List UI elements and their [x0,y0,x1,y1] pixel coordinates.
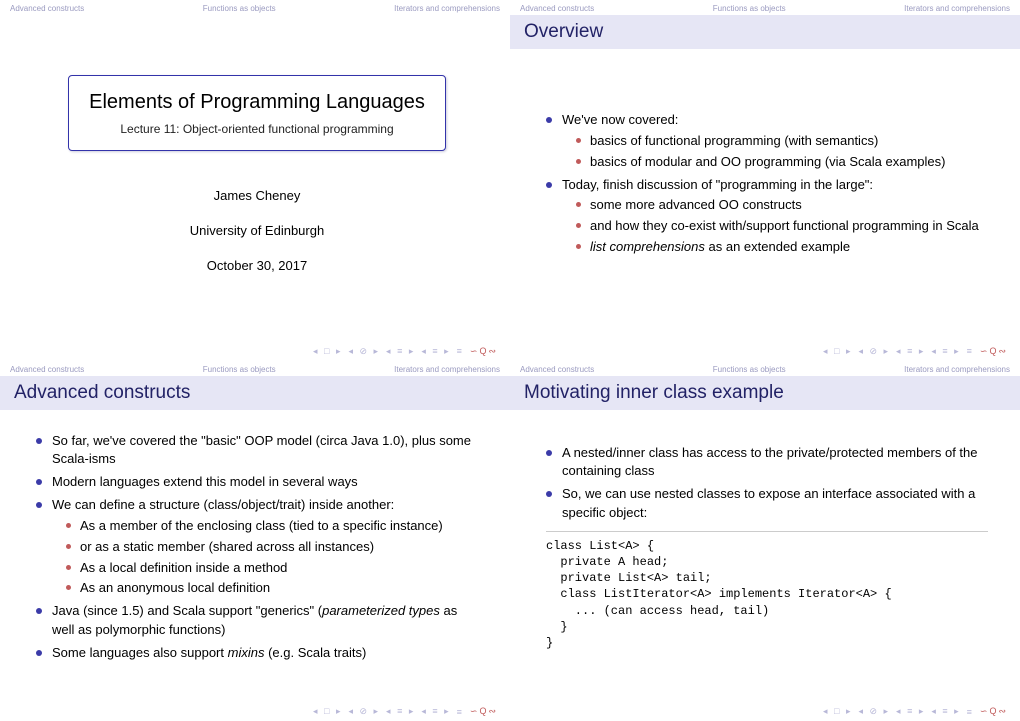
top-nav: Advanced constructs Functions as objects… [510,0,1020,15]
nav-back-icon[interactable]: ◂ □ ▸ [313,346,342,357]
slide-title: Advanced constructs Functions as objects… [0,0,510,361]
sub-bullet-item: As a local definition inside a method [66,559,478,578]
nav-item[interactable]: Functions as objects [713,365,786,374]
emphasis: mixins [228,645,265,660]
nav-goto-icon[interactable]: ≡ [967,707,974,717]
slide-grid: Advanced constructs Functions as objects… [0,0,1020,721]
bullet-item: Modern languages extend this model in se… [36,473,478,492]
nav-back-icon[interactable]: ◂ □ ▸ [313,706,342,717]
emphasis: list comprehensions [590,239,705,254]
nav-section-icon[interactable]: ◂ ⊘ ▸ [348,706,380,717]
nav-sub-icon[interactable]: ◂ ≡ ▸ [386,706,415,717]
bullet-text: Some languages also support [52,645,228,660]
slide-body: A nested/inner class has access to the p… [510,410,1020,721]
top-nav: Advanced constructs Functions as objects… [0,0,510,15]
bullet-item: Today, finish discussion of "programming… [546,176,988,257]
sub-bullet-item: basics of functional programming (with s… [576,132,988,151]
nav-goto-icon[interactable]: ≡ [457,346,464,356]
footer-nav: ◂ □ ▸ ◂ ⊘ ▸ ◂ ≡ ▸ ◂ ≡ ▸ ≡ ∽Q∾ [313,706,498,717]
bullet-text: Java (since 1.5) and Scala support "gene… [52,603,322,618]
emphasis: parameterized types [322,603,440,618]
nav-goto-icon[interactable]: ≡ [967,346,974,356]
nav-item[interactable]: Advanced constructs [520,4,594,13]
bullet-text: (e.g. Scala traits) [264,645,366,660]
sub-bullet-item: and how they co-exist with/support funct… [576,217,988,236]
nav-search-icon[interactable]: ∽Q∾ [470,346,498,357]
nav-section-icon[interactable]: ◂ ⊘ ▸ [858,346,890,357]
bullet-item: We've now covered: basics of functional … [546,111,988,172]
nav-back-icon[interactable]: ◂ □ ▸ [823,346,852,357]
nav-frame-icon[interactable]: ◂ ≡ ▸ [421,346,450,357]
nav-item[interactable]: Functions as objects [713,4,786,13]
footer-nav: ◂ □ ▸ ◂ ⊘ ▸ ◂ ≡ ▸ ◂ ≡ ▸ ≡ ∽Q∾ [823,706,1008,717]
nav-item[interactable]: Iterators and comprehensions [904,4,1010,13]
slide-advanced: Advanced constructs Functions as objects… [0,361,510,721]
top-nav: Advanced constructs Functions as objects… [510,361,1020,376]
bullet-item: So, we can use nested classes to expose … [546,485,988,523]
slide-title-bar: Advanced constructs [0,376,510,410]
sub-bullet-item: list comprehensions as an extended examp… [576,238,988,257]
bullet-item: Some languages also support mixins (e.g.… [36,644,478,663]
nav-item[interactable]: Advanced constructs [10,4,84,13]
slide-title-bar: Motivating inner class example [510,376,1020,410]
sub-bullet-item: As a member of the enclosing class (tied… [66,517,478,536]
slide-title-bar: Overview [510,15,1020,49]
slide-body: So far, we've covered the "basic" OOP mo… [0,410,510,721]
nav-search-icon[interactable]: ∽Q∾ [470,706,498,717]
nav-search-icon[interactable]: ∽Q∾ [980,346,1008,357]
nav-item[interactable]: Advanced constructs [10,365,84,374]
sub-bullet-item: some more advanced OO constructs [576,196,988,215]
main-title: Elements of Programming Languages [89,88,425,117]
bullet-item: A nested/inner class has access to the p… [546,444,988,482]
institution: University of Edinburgh [190,222,324,241]
nav-item[interactable]: Iterators and comprehensions [394,4,500,13]
top-nav: Advanced constructs Functions as objects… [0,361,510,376]
nav-frame-icon[interactable]: ◂ ≡ ▸ [421,706,450,717]
nav-search-icon[interactable]: ∽Q∾ [980,706,1008,717]
sub-bullet-item: As an anonymous local definition [66,579,478,598]
subtitle: Lecture 11: Object-oriented functional p… [89,121,425,138]
bullet-item: Java (since 1.5) and Scala support "gene… [36,602,478,640]
nav-item[interactable]: Functions as objects [203,4,276,13]
nav-sub-icon[interactable]: ◂ ≡ ▸ [896,706,925,717]
date: October 30, 2017 [207,257,307,276]
nav-item[interactable]: Iterators and comprehensions [394,365,500,374]
code-block: class List<A> { private A head; private … [546,531,988,651]
title-box: Elements of Programming Languages Lectur… [68,75,446,151]
footer-nav: ◂ □ ▸ ◂ ⊘ ▸ ◂ ≡ ▸ ◂ ≡ ▸ ≡ ∽Q∾ [823,346,1008,357]
bullet-text: as an extended example [705,239,850,254]
nav-item[interactable]: Functions as objects [203,365,276,374]
nav-goto-icon[interactable]: ≡ [457,707,464,717]
bullet-text: We can define a structure (class/object/… [52,497,394,512]
nav-item[interactable]: Iterators and comprehensions [904,365,1010,374]
nav-frame-icon[interactable]: ◂ ≡ ▸ [931,346,960,357]
sub-bullet-item: basics of modular and OO programming (vi… [576,153,988,172]
nav-section-icon[interactable]: ◂ ⊘ ▸ [858,706,890,717]
bullet-item: We can define a structure (class/object/… [36,496,478,598]
bullet-text: Today, finish discussion of "programming… [562,177,873,192]
nav-sub-icon[interactable]: ◂ ≡ ▸ [386,346,415,357]
title-body: Elements of Programming Languages Lectur… [0,15,510,361]
author: James Cheney [214,187,301,206]
nav-frame-icon[interactable]: ◂ ≡ ▸ [931,706,960,717]
nav-sub-icon[interactable]: ◂ ≡ ▸ [896,346,925,357]
sub-bullet-item: or as a static member (shared across all… [66,538,478,557]
footer-nav: ◂ □ ▸ ◂ ⊘ ▸ ◂ ≡ ▸ ◂ ≡ ▸ ≡ ∽Q∾ [313,346,498,357]
bullet-item: So far, we've covered the "basic" OOP mo… [36,432,478,470]
slide-body: We've now covered: basics of functional … [510,49,1020,361]
nav-back-icon[interactable]: ◂ □ ▸ [823,706,852,717]
bullet-text: We've now covered: [562,112,678,127]
nav-item[interactable]: Advanced constructs [520,365,594,374]
slide-inner-class: Advanced constructs Functions as objects… [510,361,1020,721]
nav-section-icon[interactable]: ◂ ⊘ ▸ [348,346,380,357]
slide-overview: Advanced constructs Functions as objects… [510,0,1020,361]
